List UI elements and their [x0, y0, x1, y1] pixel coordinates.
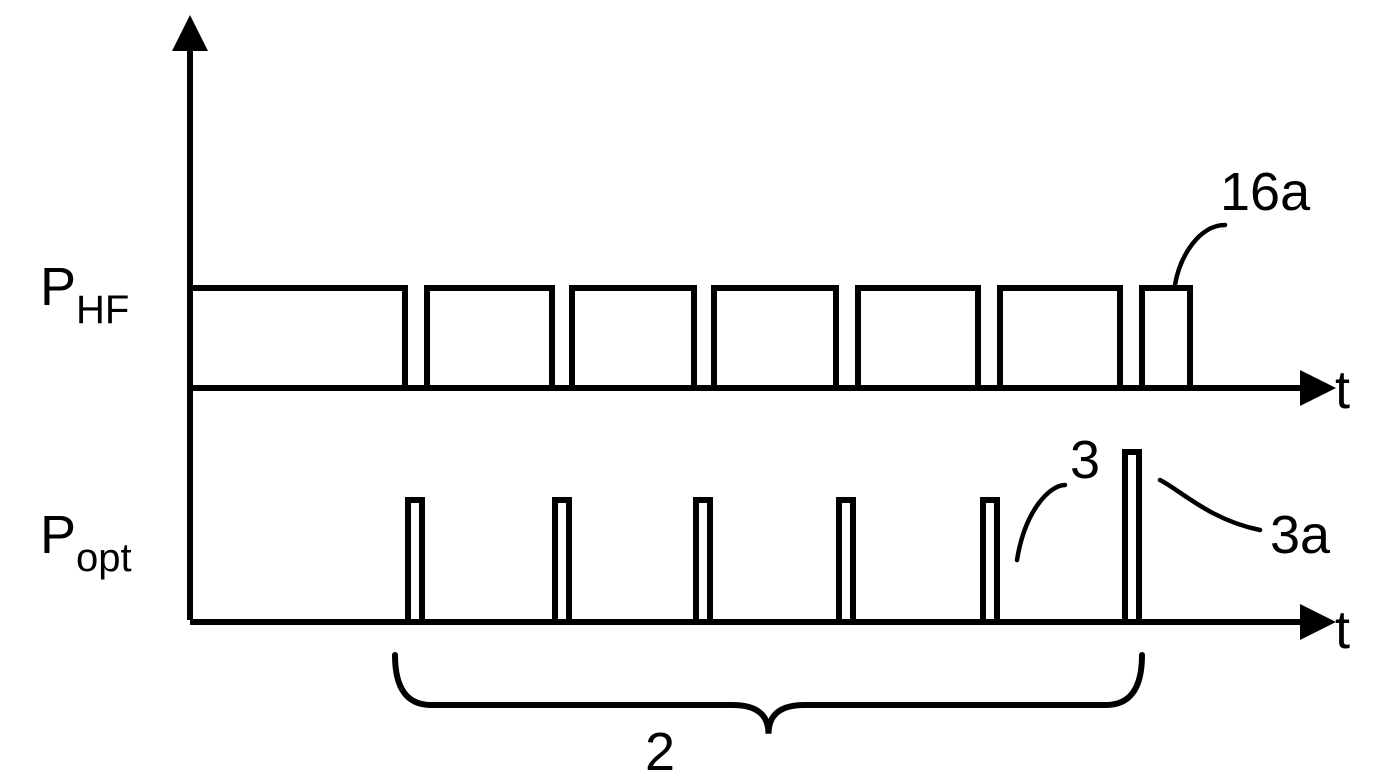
opt-pulse: [1125, 452, 1139, 622]
label-3a: 3a: [1270, 505, 1331, 565]
opt-pulse: [408, 500, 422, 622]
label-p-hf: PHF: [40, 257, 129, 332]
brace-2: [395, 655, 1142, 734]
label-16a: 16a: [1220, 162, 1311, 222]
label-t-opt: t: [1335, 600, 1350, 660]
leader-l16a: [1175, 225, 1225, 285]
opt-pulse: [839, 500, 853, 622]
leader-l3a: [1160, 480, 1260, 530]
label-t-hf: t: [1335, 360, 1350, 420]
label-2: 2: [645, 722, 675, 777]
opt-time-axis-arrow: [1300, 604, 1336, 640]
hf-waveform: [190, 288, 1190, 388]
y-axis-arrow: [172, 15, 208, 51]
hf-time-axis-arrow: [1300, 370, 1336, 406]
leader-l3: [1017, 485, 1065, 560]
opt-pulse: [696, 500, 710, 622]
label-p-opt: Popt: [40, 505, 132, 580]
label-3: 3: [1070, 430, 1100, 490]
opt-pulse: [983, 500, 997, 622]
opt-pulse: [555, 500, 569, 622]
diagram-canvas: PHF Popt t t 16a 3 3a 2: [0, 0, 1394, 777]
